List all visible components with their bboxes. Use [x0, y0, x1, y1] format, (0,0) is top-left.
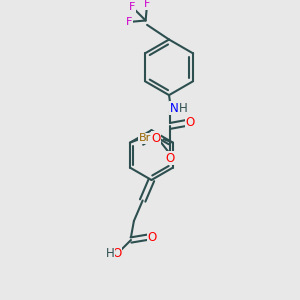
Text: F: F: [126, 17, 133, 27]
Text: O: O: [147, 231, 157, 244]
Text: O: O: [112, 247, 122, 260]
Text: H: H: [106, 247, 115, 260]
Text: Br: Br: [139, 133, 151, 143]
Text: H: H: [179, 102, 188, 115]
Text: N: N: [170, 102, 179, 115]
Text: F: F: [144, 0, 150, 9]
Text: O: O: [166, 152, 175, 164]
Text: O: O: [185, 116, 195, 129]
Text: F: F: [129, 2, 136, 12]
Text: O: O: [152, 132, 161, 145]
